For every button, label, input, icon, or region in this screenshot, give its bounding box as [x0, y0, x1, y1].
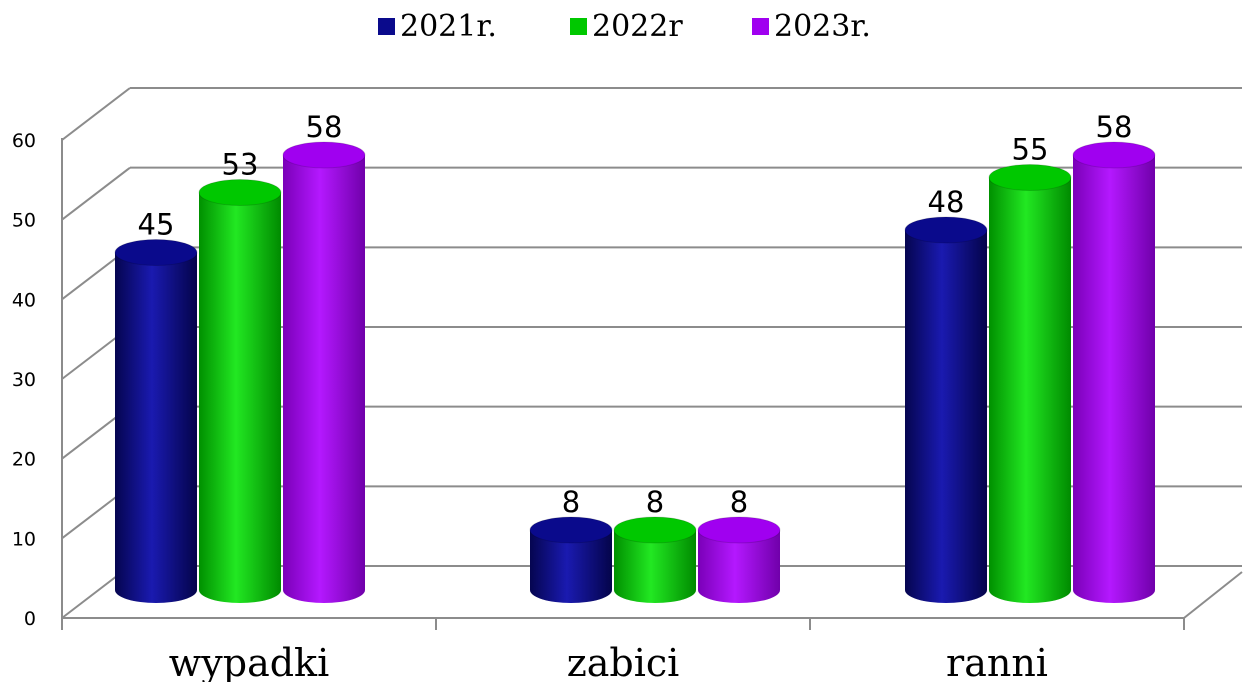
bar — [1072, 141, 1156, 603]
bar — [114, 239, 198, 603]
data-label: 58 — [306, 110, 343, 144]
bar-top — [613, 516, 697, 544]
data-label: 48 — [928, 185, 965, 219]
y-tick-label: 30 — [12, 369, 36, 391]
y-tick-label: 40 — [12, 289, 36, 311]
bar-body — [283, 155, 365, 603]
bar-body — [698, 530, 780, 603]
bar-top — [1072, 141, 1156, 169]
x-category-label: ranni — [946, 641, 1048, 682]
bar-body — [989, 177, 1071, 603]
legend-swatch — [378, 18, 395, 35]
bar-body — [1073, 155, 1155, 603]
data-labels: 45 8 48 53 8 55 58 8 58 — [138, 110, 1133, 519]
bar-body — [199, 192, 281, 603]
data-label: 53 — [222, 148, 259, 182]
y-tick-label: 0 — [24, 608, 36, 630]
data-label: 45 — [138, 208, 175, 242]
floor-right-edge — [1183, 571, 1243, 619]
gridline-diagonal — [61, 87, 131, 141]
legend-label: 2023r. — [774, 9, 871, 44]
bar — [904, 216, 988, 603]
bar-top — [697, 516, 781, 544]
legend-label: 2022r — [592, 9, 683, 44]
bars — [114, 141, 1156, 603]
data-label: 8 — [730, 485, 748, 519]
bar-body — [614, 530, 696, 603]
bar — [282, 141, 366, 603]
x-category-label: wypadki — [169, 641, 329, 682]
legend-swatch — [570, 18, 587, 35]
legend-swatch — [752, 18, 769, 35]
bar-top — [198, 179, 282, 206]
bar-top — [988, 164, 1072, 191]
bar-top — [904, 216, 988, 244]
data-label: 55 — [1012, 133, 1049, 167]
gridline-diagonal — [61, 166, 131, 221]
bar-body — [905, 230, 987, 603]
y-tick-label: 60 — [12, 130, 36, 152]
bar-body — [115, 252, 197, 603]
y-tick-label: 10 — [12, 528, 36, 550]
bar-top — [114, 239, 198, 266]
y-tick-label: 20 — [12, 449, 36, 471]
bar — [529, 516, 613, 603]
legend: 2021r. 2022r 2023r. — [378, 9, 871, 44]
bar — [988, 164, 1072, 603]
axes: 0 10 20 30 40 50 60 wypadki zabici ranni — [12, 130, 1185, 682]
bar-top — [282, 141, 366, 169]
x-category-label: zabici — [567, 641, 680, 682]
data-label: 8 — [646, 485, 664, 519]
bar-body — [530, 530, 612, 603]
data-label: 58 — [1096, 110, 1133, 144]
bar-top — [529, 516, 613, 544]
bar — [613, 516, 697, 603]
y-tick-label: 50 — [12, 210, 36, 232]
bar — [198, 179, 282, 603]
bar — [697, 516, 781, 603]
data-label: 8 — [562, 485, 580, 519]
legend-label: 2021r. — [400, 9, 497, 44]
